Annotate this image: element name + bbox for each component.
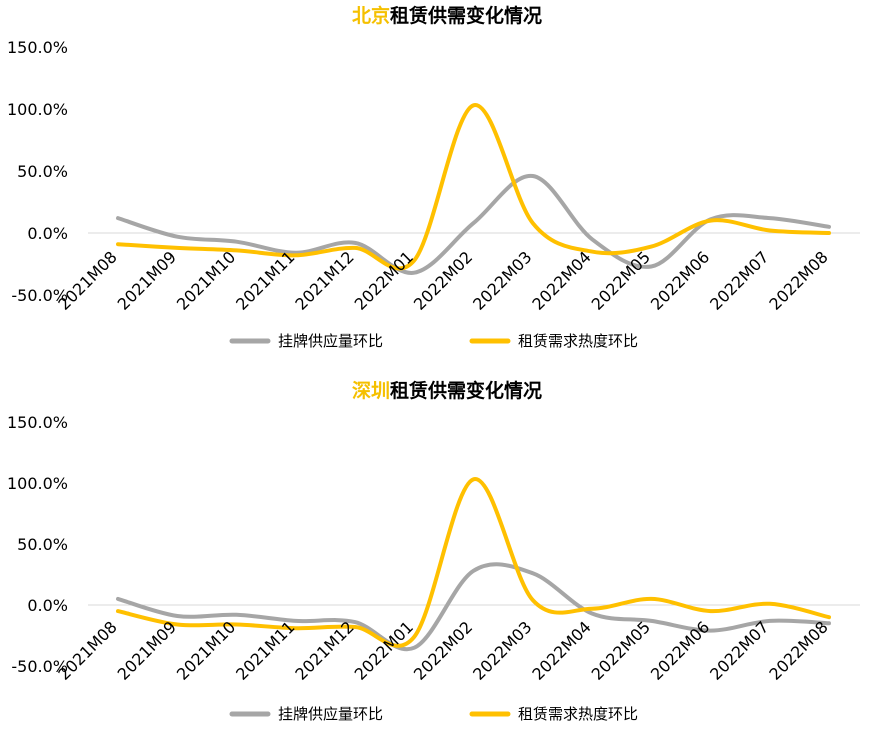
chart-title-rest: 租赁供需变化情况	[390, 4, 542, 27]
x-tick-label: 2022M08	[765, 617, 831, 683]
series-line-supply	[116, 562, 831, 652]
chart-title-highlight: 深圳	[352, 379, 390, 402]
x-tick-label: 2022M05	[588, 617, 654, 683]
legend-label: 租赁需求热度环比	[518, 705, 638, 723]
x-tick-label: 2021M10	[173, 247, 239, 313]
legend-label: 挂牌供应量环比	[278, 332, 383, 350]
x-tick-label: 2021M09	[114, 617, 180, 683]
chart-2: 深圳租赁供需变化情况150.0%100.0%50.0%0.0%-50.0%202…	[7, 379, 860, 723]
y-tick-label: 150.0%	[7, 413, 68, 432]
x-tick-label: 2022M06	[647, 247, 713, 313]
y-tick-label: 0.0%	[27, 596, 68, 615]
y-tick-label: 150.0%	[7, 38, 68, 57]
y-tick-label: 50.0%	[17, 162, 68, 181]
chart-title-highlight: 北京	[352, 4, 390, 27]
x-tick-label: 2021M11	[232, 247, 298, 313]
chart-title: 北京租赁供需变化情况	[352, 4, 542, 27]
y-tick-label: 100.0%	[7, 474, 68, 493]
x-tick-label: 2022M08	[765, 247, 831, 313]
x-tick-label: 2022M02	[410, 247, 476, 313]
x-tick-label: 2021M09	[114, 247, 180, 313]
x-tick-label: 2022M07	[706, 247, 772, 313]
legend-label: 租赁需求热度环比	[518, 332, 638, 350]
y-tick-label: 0.0%	[27, 224, 68, 243]
y-tick-label: 100.0%	[7, 100, 68, 119]
chart-title-rest: 租赁供需变化情况	[390, 379, 542, 402]
x-tick-label: 2021M10	[173, 617, 239, 683]
x-tick-label: 2021M08	[54, 617, 120, 683]
chart-1: 北京租赁供需变化情况150.0%100.0%50.0%0.0%-50.0%202…	[7, 4, 860, 350]
series-line-demand	[116, 103, 831, 271]
x-tick-label: 2021M08	[54, 247, 120, 313]
chart-title: 深圳租赁供需变化情况	[352, 379, 542, 402]
x-tick-label: 2022M04	[528, 617, 594, 683]
x-tick-label: 2022M03	[469, 247, 535, 313]
y-tick-label: 50.0%	[17, 535, 68, 554]
x-tick-label: 2021M12	[291, 247, 357, 313]
series-line-demand	[116, 477, 831, 648]
x-tick-label: 2022M04	[528, 247, 594, 313]
x-tick-label: 2022M03	[469, 617, 535, 683]
legend-label: 挂牌供应量环比	[278, 705, 383, 723]
y-tick-label: -50.0%	[11, 657, 68, 676]
y-tick-label: -50.0%	[11, 286, 68, 305]
